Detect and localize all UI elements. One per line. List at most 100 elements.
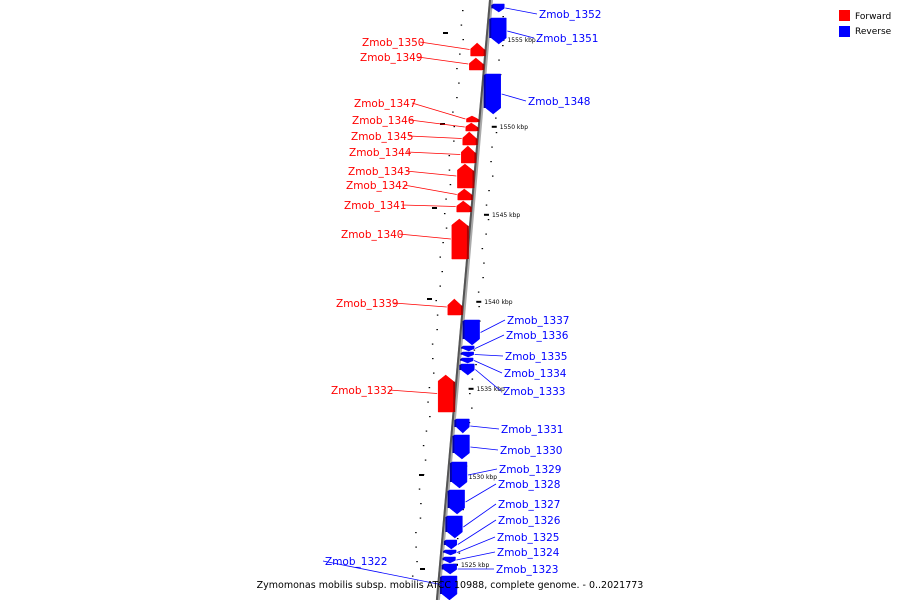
gene-label[interactable]: Zmob_1342 [346, 180, 408, 192]
minor-tick-right [482, 277, 484, 279]
gene-zmob-1326[interactable] [445, 539, 458, 550]
minor-tick-left [442, 242, 444, 244]
gene-leader-line [419, 41, 470, 50]
gene-zmob-1347[interactable] [466, 115, 478, 123]
gene-zmob-1346[interactable] [465, 122, 478, 132]
gene-label[interactable]: Zmob_1327 [498, 499, 560, 511]
gene-zmob-1349[interactable] [469, 57, 483, 71]
gene-label[interactable]: Zmob_1348 [528, 96, 590, 108]
gene-zmob-1331[interactable] [456, 418, 470, 434]
minor-tick-right [498, 59, 500, 61]
legend-forward-label: Forward [855, 12, 891, 22]
gene-leader-line [417, 56, 469, 65]
gene-leader-line [405, 170, 457, 177]
gene-zmob-1341[interactable] [456, 200, 470, 213]
gene-label[interactable]: Zmob_1333 [503, 386, 565, 398]
gene-zmob-1330[interactable] [454, 434, 470, 460]
gene-zmob-1328[interactable] [449, 489, 465, 515]
gene-leader-line [403, 184, 457, 195]
minor-tick-left [425, 430, 428, 432]
gene-leader-line [475, 369, 502, 392]
gene-zmob-1329[interactable] [451, 461, 468, 489]
minor-tick-left [435, 300, 437, 302]
gene-zmob-1327[interactable] [447, 515, 463, 539]
genome-axis-layer [411, 0, 506, 600]
minor-tick-left [439, 285, 441, 287]
gene-label[interactable]: Zmob_1329 [499, 464, 561, 476]
gene-label[interactable]: Zmob_1336 [506, 330, 569, 342]
minor-tick-left [424, 459, 427, 461]
gene-shadow [491, 4, 494, 9]
gene-label[interactable]: Zmob_1346 [352, 115, 415, 127]
minor-tick-left [431, 343, 434, 345]
gene-leader-line [322, 560, 459, 589]
gene-label[interactable]: Zmob_1323 [496, 564, 558, 576]
minor-tick-right [495, 117, 497, 119]
gene-zmob-1335[interactable] [462, 351, 474, 358]
gene-label[interactable]: Zmob_1328 [498, 479, 560, 491]
gene-label[interactable]: Zmob_1337 [507, 315, 569, 327]
gene-label[interactable]: Zmob_1330 [500, 445, 562, 457]
gene-zmob-1333[interactable] [461, 363, 475, 376]
gene-label[interactable]: Zmob_1335 [505, 351, 567, 363]
gene-zmob-1345[interactable] [462, 131, 476, 146]
gene-label[interactable]: Zmob_1349 [360, 52, 422, 64]
gene-label[interactable]: Zmob_1322 [325, 556, 387, 568]
gene-zmob-1343[interactable] [457, 163, 473, 189]
gene-leader-line [406, 151, 461, 155]
gene-zmob-1324[interactable] [444, 556, 456, 564]
gene-shadow [454, 419, 457, 427]
gene-label[interactable]: Zmob_1339 [336, 298, 398, 310]
gene-label[interactable]: Zmob_1347 [354, 98, 416, 110]
gene-zmob-1332[interactable] [437, 374, 454, 413]
gene-zmob-1334[interactable] [461, 357, 474, 364]
gene-leader-line [505, 7, 538, 15]
gene-label[interactable]: Zmob_1345 [351, 131, 413, 143]
gene-leader-line [470, 446, 499, 451]
gene-zmob-1340[interactable] [451, 218, 468, 260]
minor-tick-right [488, 190, 490, 192]
gene-label[interactable]: Zmob_1325 [497, 532, 559, 544]
gene-zmob-1339[interactable] [447, 298, 462, 316]
legend-forward-swatch [839, 10, 850, 21]
gene-label[interactable]: Zmob_1350 [362, 37, 424, 49]
gene-zmob-1323[interactable] [443, 563, 457, 575]
minor-tick-left [422, 445, 425, 447]
gene-zmob-1344[interactable] [461, 145, 475, 164]
gene-label[interactable]: Zmob_1341 [344, 200, 406, 212]
gene-label[interactable]: Zmob_1344 [349, 147, 412, 159]
feature-marker [427, 298, 432, 300]
gene-zmob-1337[interactable] [464, 319, 480, 346]
gene-zmob-1336[interactable] [462, 345, 475, 352]
gene-leader-line [501, 93, 527, 102]
gene-zmob-1351[interactable] [491, 17, 507, 45]
gene-label[interactable]: Zmob_1326 [498, 515, 561, 527]
gene-zmob-1325[interactable] [444, 549, 457, 556]
minor-tick-right [469, 393, 471, 395]
gene-label[interactable]: Zmob_1352 [539, 9, 601, 21]
gene-label[interactable]: Zmob_1351 [536, 33, 598, 45]
minor-tick-left [418, 488, 421, 490]
minor-tick-left [415, 546, 417, 548]
minor-tick-right [473, 349, 476, 351]
gene-zmob-1342[interactable] [457, 188, 472, 201]
gene-shadow [460, 352, 463, 355]
gene-zmob-1348[interactable] [485, 73, 501, 115]
gene-shadow [443, 550, 446, 553]
minor-tick-right [485, 233, 487, 235]
gene-label[interactable]: Zmob_1332 [331, 385, 393, 397]
gene-label[interactable]: Zmob_1331 [501, 424, 563, 436]
minor-tick-left [458, 82, 460, 84]
gene-zmob-1350[interactable] [470, 42, 484, 57]
minor-tick-right [485, 204, 488, 206]
gene-shadow [453, 381, 456, 412]
genes-layer [437, 3, 507, 600]
gene-shadow [476, 126, 479, 131]
gene-label[interactable]: Zmob_1334 [504, 368, 567, 380]
gene-zmob-1352[interactable] [493, 3, 505, 13]
gene-label[interactable]: Zmob_1324 [497, 547, 560, 559]
gene-label[interactable]: Zmob_1340 [341, 229, 403, 241]
gene-label[interactable]: Zmob_1343 [348, 166, 410, 178]
gene-shadow [461, 346, 464, 349]
gene-shadow [445, 516, 448, 532]
